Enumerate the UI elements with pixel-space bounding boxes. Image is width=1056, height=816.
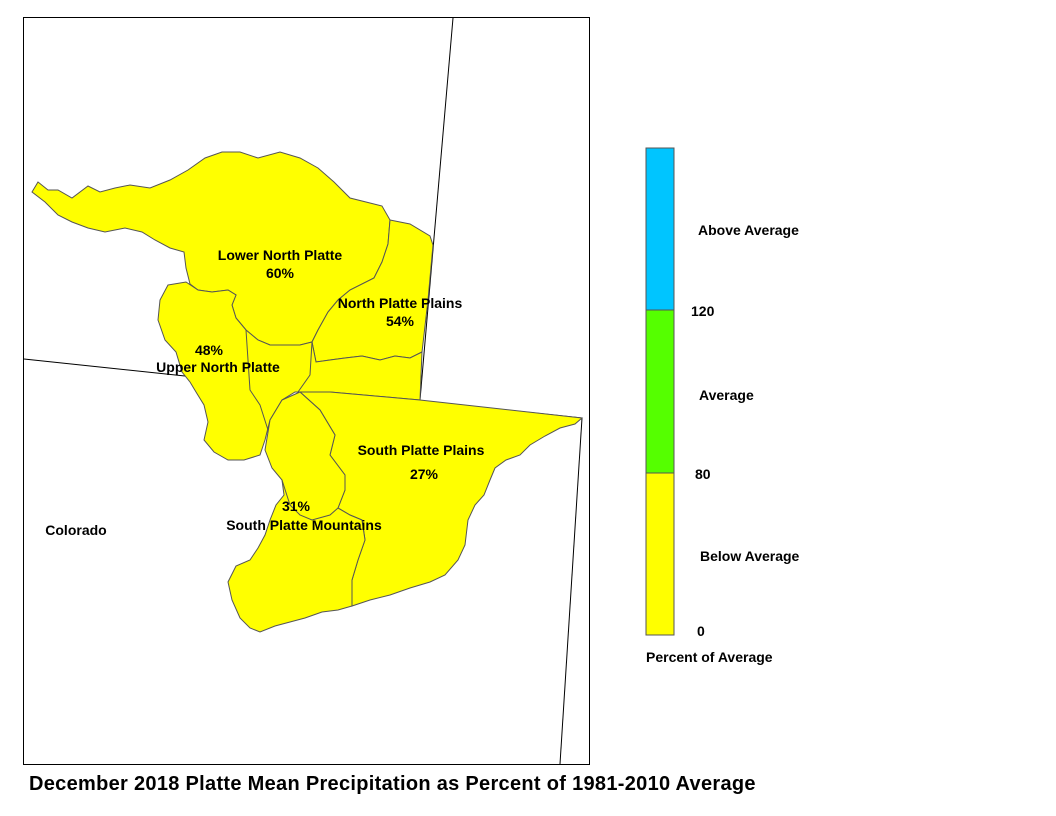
legend-class-average: Average (699, 387, 754, 403)
legend-title: Percent of Average (646, 649, 773, 665)
legend-swatch-below-average (645, 472, 675, 636)
basin-name-upper-north-platte: Upper North Platte (156, 359, 280, 375)
basin-divide-lines (245, 329, 339, 521)
basin-name-lower-north-platte: Lower North Platte (218, 247, 343, 263)
basin-labels: Lower North Platte 60% North Platte Plai… (45, 247, 484, 538)
basin-value-upper-north-platte: 48% (195, 342, 224, 358)
basin-name-south-platte-plains: South Platte Plains (358, 442, 485, 458)
map-frame (23, 17, 590, 765)
basin-name-north-platte-plains: North Platte Plains (338, 295, 463, 311)
legend-class-above-average: Above Average (698, 222, 799, 238)
legend-break-80: 80 (695, 466, 711, 482)
legend-swatch-above-average (645, 147, 675, 311)
basin-value-lower-north-platte: 60% (266, 265, 295, 281)
colorado-east-boundary (559, 417, 583, 765)
wyoming-east-boundary (419, 17, 454, 401)
legend-break-0: 0 (697, 623, 705, 639)
basin-upper-north-platte[interactable] (157, 281, 423, 461)
legend-break-120: 120 (691, 303, 715, 319)
legend: Above Average Average Below Average 120 … (645, 147, 800, 665)
map-title: December 2018 Platte Mean Precipitation … (29, 773, 756, 795)
basin-name-south-platte-mountains: South Platte Mountains (226, 517, 382, 533)
basin-value-south-platte-mountains: 31% (282, 498, 311, 514)
state-label: Colorado (45, 522, 106, 538)
basin-value-south-platte-plains: 27% (410, 466, 439, 482)
basins (31, 151, 584, 633)
legend-swatch-average (645, 309, 675, 474)
basin-value-north-platte-plains: 54% (386, 313, 415, 329)
legend-class-below-average: Below Average (700, 548, 800, 564)
